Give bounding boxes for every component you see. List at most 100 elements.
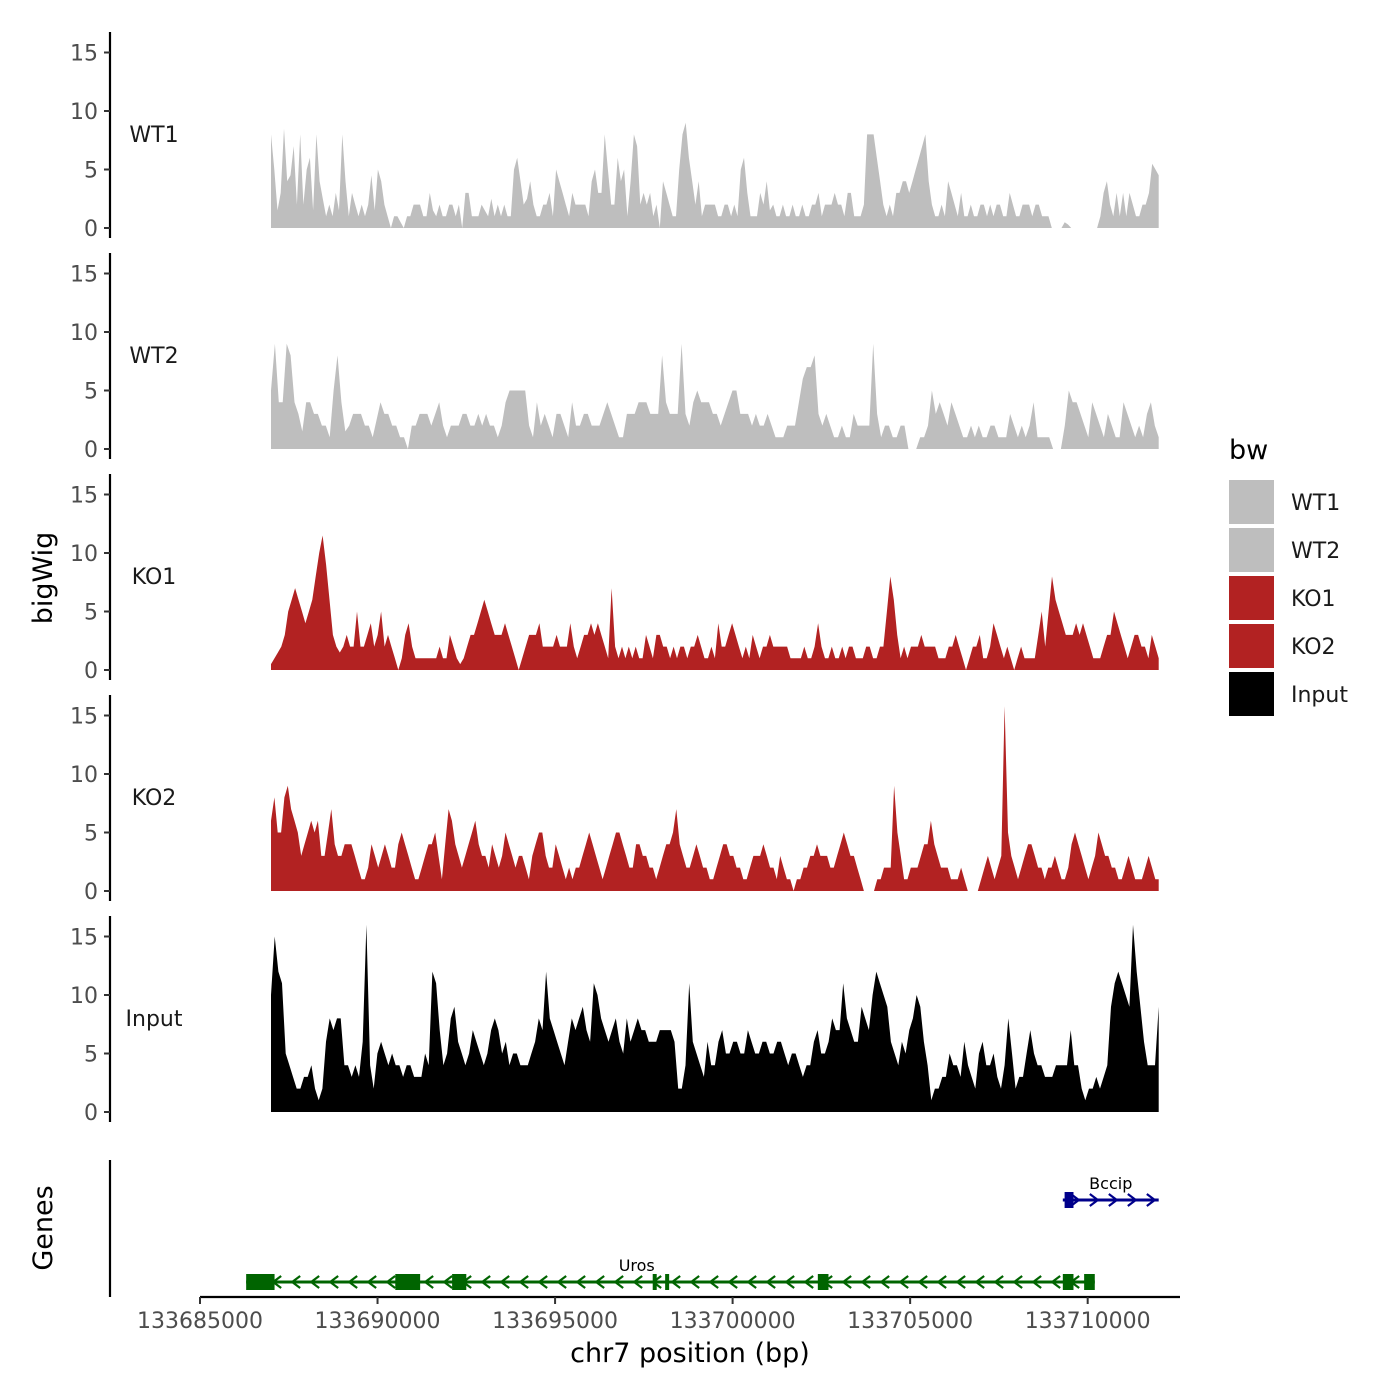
strand-arrow — [727, 1275, 738, 1289]
gene-label: Bccip — [1089, 1174, 1132, 1193]
exon — [246, 1274, 275, 1290]
strand-arrow — [936, 1275, 947, 1289]
strand-arrow — [1031, 1275, 1042, 1289]
strand-arrow — [689, 1275, 700, 1289]
strand-arrow — [366, 1275, 377, 1289]
track-ko1: 0 5 10 15 KO1 — [70, 474, 1159, 684]
track-label-ko2: KO2 — [132, 786, 177, 811]
strand-arrow — [1108, 1193, 1119, 1207]
strand-arrow — [347, 1275, 358, 1289]
y-tick-label: 10 — [70, 100, 98, 125]
exon — [1064, 1192, 1074, 1208]
strand-arrow — [518, 1275, 529, 1289]
legend-label: WT2 — [1291, 539, 1340, 564]
strand-arrow — [594, 1275, 605, 1289]
legend-item-wt2: WT2 — [1229, 528, 1340, 572]
coverage-area-input — [271, 924, 1159, 1112]
legend-swatch — [1229, 480, 1274, 524]
strand-arrow — [784, 1275, 795, 1289]
legend-swatch — [1229, 672, 1274, 716]
strand-arrow — [955, 1275, 966, 1289]
strand-arrow — [708, 1275, 719, 1289]
strand-arrow — [556, 1275, 567, 1289]
y-tick-label: 5 — [84, 1043, 98, 1068]
x-axis-title: chr7 position (bp) — [570, 1338, 810, 1369]
strand-arrow — [499, 1275, 510, 1289]
strand-arrow — [974, 1275, 985, 1289]
strand-arrow — [632, 1275, 643, 1289]
genes-panel: Bccip Uros — [108, 1160, 1159, 1297]
genes-track-title: Genes — [28, 1185, 59, 1270]
gene-label: Uros — [619, 1256, 655, 1275]
legend-item-input: Input — [1229, 672, 1348, 716]
coverage-area-wt2 — [271, 343, 1159, 449]
y-tick-label: 15 — [70, 42, 98, 67]
y-tick-label: 10 — [70, 321, 98, 346]
y-tick-label: 5 — [84, 822, 98, 847]
y-tick-label: 0 — [84, 1101, 98, 1126]
legend-label: Input — [1291, 683, 1348, 708]
x-tick-label: 133705000 — [847, 1309, 973, 1334]
track-input: 0 5 10 15 Input — [70, 916, 1159, 1126]
strand-arrow — [442, 1275, 453, 1289]
x-tick-label: 133690000 — [315, 1309, 441, 1334]
legend-swatch — [1229, 576, 1274, 620]
strand-arrow — [746, 1275, 757, 1289]
track-label-wt2: WT2 — [129, 344, 178, 369]
y-tick-label: 10 — [70, 763, 98, 788]
strand-arrow — [575, 1275, 586, 1289]
coverage-tracks: 0 5 10 15 WT1 0 5 10 15 WT2 0 5 10 15 KO1 0 5 10 15 KO2 0 5 10… — [70, 32, 1159, 1126]
strand-arrow — [1146, 1193, 1157, 1207]
exon — [395, 1274, 421, 1290]
y-tick-label: 15 — [70, 705, 98, 730]
y-tick-label: 15 — [70, 926, 98, 951]
coverage-area-ko2 — [271, 706, 1159, 891]
legend-title: bw — [1229, 435, 1268, 466]
track-label-ko1: KO1 — [132, 565, 177, 590]
track-label-wt1: WT1 — [129, 123, 178, 148]
gene-bccip: Bccip — [1062, 1174, 1159, 1208]
legend-swatch — [1229, 624, 1274, 668]
strand-arrow — [993, 1275, 1004, 1289]
legend-label: KO1 — [1291, 587, 1336, 612]
y-tick-label: 0 — [84, 659, 98, 684]
y-tick-label: 0 — [84, 217, 98, 242]
strand-arrow — [385, 1275, 396, 1289]
y-tick-label: 10 — [70, 984, 98, 1009]
legend-item-ko2: KO2 — [1229, 624, 1336, 668]
strand-arrow — [1050, 1275, 1061, 1289]
y-tick-label: 15 — [70, 484, 98, 509]
coverage-area-ko1 — [271, 535, 1159, 670]
strand-arrow — [328, 1275, 339, 1289]
strand-arrow — [1012, 1275, 1023, 1289]
strand-arrow — [841, 1275, 852, 1289]
exon — [452, 1274, 467, 1290]
legend-label: KO2 — [1291, 635, 1336, 660]
strand-arrow — [765, 1275, 776, 1289]
exon — [1062, 1274, 1074, 1290]
strand-arrow — [670, 1275, 681, 1289]
legend-swatch — [1229, 528, 1274, 572]
strand-arrow — [480, 1275, 491, 1289]
legend-label: WT1 — [1291, 491, 1340, 516]
strand-arrow — [537, 1275, 548, 1289]
track-wt2: 0 5 10 15 WT2 — [70, 253, 1159, 463]
strand-arrow — [860, 1275, 871, 1289]
strand-arrow — [803, 1275, 814, 1289]
gene-uros: Uros — [246, 1256, 1095, 1290]
y-axis-title: bigWig — [28, 532, 59, 625]
legend: bw WT1 WT2 KO1 KO2 Input — [1229, 435, 1348, 716]
x-tick-label: 133695000 — [492, 1309, 618, 1334]
track-wt1: 0 5 10 15 WT1 — [70, 32, 1159, 242]
x-tick-label: 133685000 — [137, 1309, 263, 1334]
strand-arrow — [309, 1275, 320, 1289]
y-tick-label: 5 — [84, 159, 98, 184]
exon — [652, 1274, 657, 1290]
exon — [817, 1274, 829, 1290]
strand-arrow — [879, 1275, 890, 1289]
strand-arrow — [423, 1275, 434, 1289]
strand-arrow — [613, 1275, 624, 1289]
y-tick-label: 0 — [84, 438, 98, 463]
track-ko2: 0 5 10 15 KO2 — [70, 695, 1159, 905]
legend-item-wt1: WT1 — [1229, 480, 1340, 524]
